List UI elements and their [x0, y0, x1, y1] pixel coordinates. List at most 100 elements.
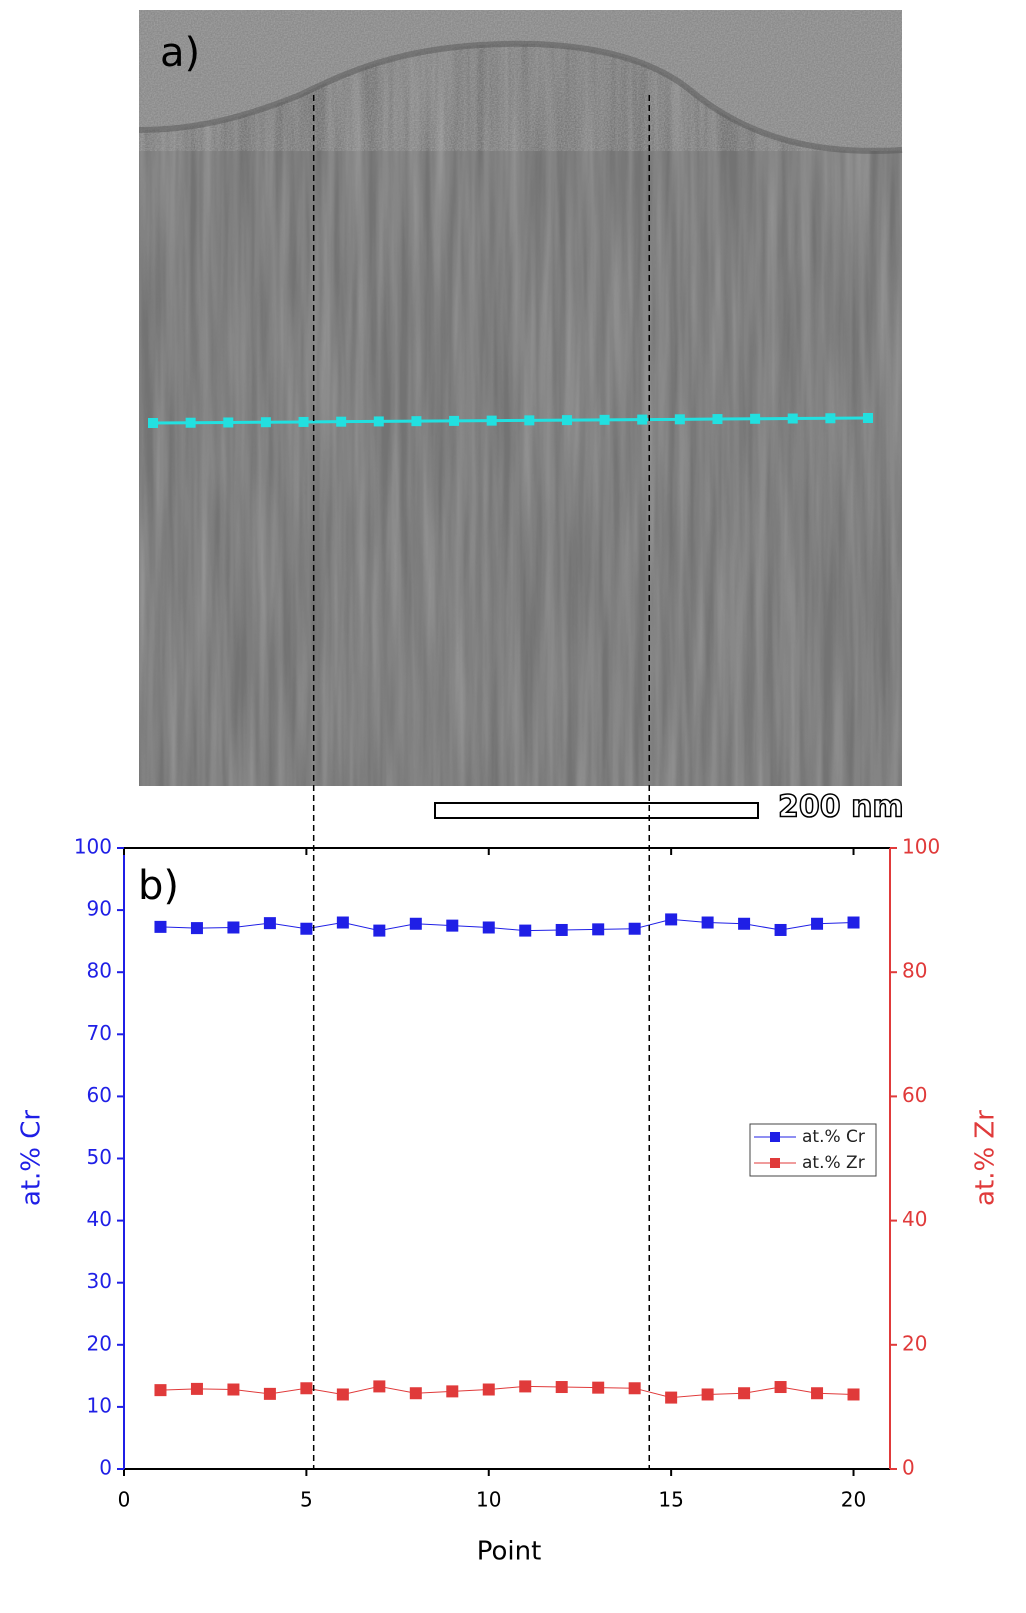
scan-point: [298, 416, 309, 427]
y-tick-label: 20: [87, 1331, 112, 1355]
y-tick-label: 100: [74, 835, 112, 859]
y-tick-label: 90: [87, 897, 112, 921]
plot: 0 5 10 15 20 0 10 20 30 40 50 60 70 80 90 100 0 20 40 60 80 1…: [74, 835, 940, 1512]
data-point: [373, 924, 386, 937]
data-point: [154, 920, 167, 933]
data-point: [701, 916, 714, 929]
y-tick-label: 0: [99, 1456, 112, 1480]
data-point: [519, 1380, 532, 1393]
scan-point: [260, 417, 271, 428]
scan-point: [863, 413, 873, 423]
y2-tick-label: 80: [902, 959, 927, 983]
scan-line: [152, 416, 869, 425]
data-point: [665, 1391, 678, 1404]
data-point: [811, 1387, 824, 1400]
scan-point: [373, 416, 384, 427]
data-point: [227, 1383, 240, 1396]
series-line: [160, 918, 854, 932]
scan-point: [411, 416, 422, 427]
y-tick-label: 70: [87, 1021, 112, 1045]
data-point: [847, 916, 860, 929]
data-point: [774, 1381, 787, 1394]
scan-point: [787, 413, 798, 424]
y-tick-label: 10: [87, 1393, 112, 1417]
panel-label: a): [160, 30, 200, 76]
data-point: [519, 924, 532, 937]
data-point: [336, 916, 349, 929]
x-axis-title: Point: [477, 1537, 542, 1567]
data-point: [263, 1387, 276, 1400]
scan-point: [637, 414, 648, 425]
x-tick-label: 0: [118, 1488, 131, 1512]
data-point: [592, 923, 605, 936]
scan-point: [599, 414, 610, 425]
data-point: [300, 922, 313, 935]
data-point: [811, 917, 824, 930]
data-point: [701, 1388, 714, 1401]
scale-bar-label: 200 nm: [778, 790, 904, 825]
tem-image: a): [138, 10, 903, 786]
y-axis-title: at.% Cr: [17, 1110, 47, 1207]
y-tick-label: 50: [87, 1145, 112, 1169]
scan-point: [336, 416, 347, 427]
y-tick-label: 30: [87, 1269, 112, 1293]
scan-point: [486, 415, 497, 426]
x-tick-label: 10: [476, 1488, 501, 1512]
x-tick-label: 5: [300, 1488, 313, 1512]
scan-point: [825, 413, 836, 424]
data-point: [409, 917, 422, 930]
legend-label: at.% Zr: [802, 1153, 865, 1173]
scale-bar: [434, 802, 759, 819]
line-scan: [148, 413, 873, 428]
data-point: [665, 913, 678, 926]
data-point: [190, 922, 203, 935]
x-tick-label: 20: [841, 1488, 866, 1512]
y-tick-label: 60: [87, 1083, 112, 1107]
legend-label: at.% Cr: [802, 1127, 865, 1147]
scan-point: [712, 414, 723, 425]
data-point: [482, 1383, 495, 1396]
data-point: [227, 921, 240, 934]
data-point: [738, 917, 751, 930]
data-point: [774, 923, 787, 936]
data-point: [154, 1384, 167, 1397]
data-point: [446, 919, 459, 932]
data-point: [738, 1387, 751, 1400]
y2-tick-label: 0: [902, 1456, 915, 1480]
legend-marker: [770, 1132, 780, 1142]
data-point: [300, 1382, 313, 1395]
data-point: [373, 1380, 386, 1393]
data-point: [482, 921, 495, 934]
data-point: [446, 1385, 459, 1398]
data-point: [555, 923, 568, 936]
scan-point: [185, 417, 196, 428]
scan-point: [750, 413, 761, 424]
y-tick-label: 80: [87, 959, 112, 983]
data-point: [628, 1382, 641, 1395]
scan-point: [148, 418, 158, 428]
data-point: [263, 917, 276, 930]
data-point: [336, 1388, 349, 1401]
scan-point: [561, 415, 572, 426]
data-point: [592, 1381, 605, 1394]
scan-point: [674, 414, 685, 425]
x-tick-label: 15: [658, 1488, 683, 1512]
panel-label: b): [138, 863, 179, 909]
scan-point: [223, 417, 234, 428]
scan-point: [524, 415, 535, 426]
scan-point: [449, 415, 460, 426]
y2-tick-label: 60: [902, 1083, 927, 1107]
data-point: [847, 1388, 860, 1401]
y2-tick-label: 100: [902, 835, 940, 859]
y-tick-label: 40: [87, 1207, 112, 1231]
data-point: [628, 922, 641, 935]
y2-axis-title: at.% Zr: [971, 1110, 1001, 1206]
series-line: [160, 1385, 854, 1399]
y2-tick-label: 40: [902, 1207, 927, 1231]
data-point: [409, 1387, 422, 1400]
data-point: [190, 1382, 203, 1395]
legend-marker: [770, 1158, 780, 1168]
data-point: [555, 1381, 568, 1394]
y2-tick-label: 20: [902, 1331, 927, 1355]
